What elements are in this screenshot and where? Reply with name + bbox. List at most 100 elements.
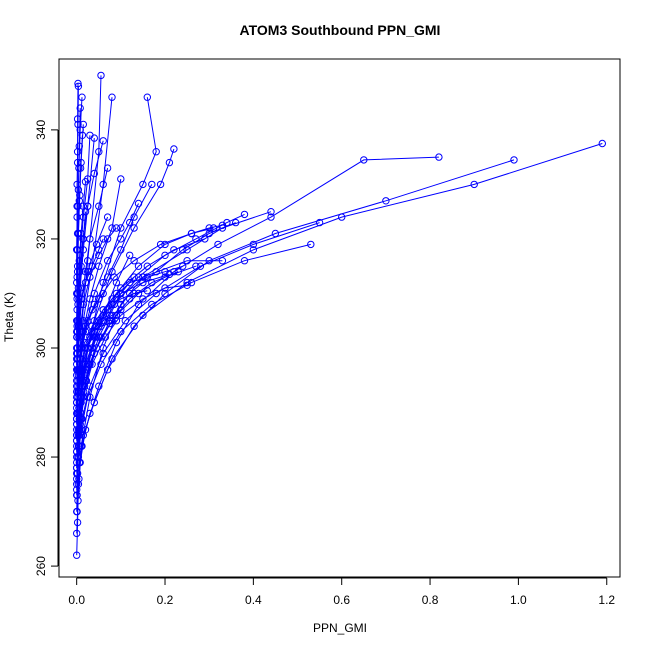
y-tick-label: 340 [34, 120, 48, 140]
series-line [76, 83, 79, 283]
data-point [435, 153, 443, 161]
series-42 [73, 79, 82, 287]
data-point [209, 224, 218, 232]
data-point [73, 349, 82, 358]
data-point [126, 278, 134, 287]
data-point [99, 235, 107, 243]
data-point [103, 235, 112, 243]
series-36 [73, 213, 112, 385]
data-point [97, 71, 105, 80]
data-point [74, 186, 83, 194]
data-point [75, 197, 84, 205]
data-point [73, 404, 81, 412]
data-point [108, 355, 116, 363]
data-point [196, 262, 205, 270]
series-43 [73, 178, 90, 363]
y-axis-label: Theta (K) [2, 292, 16, 342]
data-point [78, 131, 87, 140]
data-point [249, 246, 258, 254]
y-tick-label: 300 [34, 338, 48, 358]
data-point [510, 156, 518, 164]
data-point [97, 360, 105, 368]
data-point [99, 137, 107, 145]
data-point [187, 229, 196, 238]
data-point [73, 377, 81, 385]
data-point [134, 289, 143, 298]
chart-title: ATOM3 Southbound PPN_GMI [240, 22, 441, 38]
x-tick-label: 0.8 [422, 593, 439, 607]
data-point [126, 289, 134, 298]
data-point [84, 317, 92, 325]
data-point [97, 333, 105, 341]
data-point [103, 213, 112, 221]
data-point [139, 180, 147, 189]
data-point [74, 393, 82, 401]
data-point [73, 398, 81, 407]
data-point [130, 322, 138, 330]
y-axis: 260 280 300 320 340 [34, 120, 59, 576]
data-point [382, 197, 390, 205]
data-point [117, 224, 125, 232]
data-point [95, 148, 103, 156]
series-line [76, 181, 86, 359]
data-point [117, 175, 125, 183]
data-point [240, 210, 249, 219]
data-point [80, 338, 89, 347]
data-point [73, 464, 81, 472]
data-point [112, 289, 121, 298]
data-point [73, 213, 81, 221]
data-point [126, 251, 134, 260]
data-point [80, 344, 89, 352]
data-point [121, 317, 130, 325]
data-point [95, 251, 103, 260]
x-tick-label: 0.4 [245, 593, 262, 607]
data-point [88, 322, 96, 330]
data-point [73, 529, 81, 538]
data-point [214, 240, 222, 249]
data-point [183, 257, 191, 265]
data-point [192, 262, 200, 270]
data-point [156, 180, 165, 189]
data-point [165, 158, 174, 167]
data-point [86, 295, 94, 303]
series-layer [73, 71, 606, 559]
data-point [103, 257, 112, 265]
data-point [84, 268, 92, 276]
x-axis: 0.0 0.2 0.4 0.6 0.8 1.0 1.2 [68, 577, 615, 607]
data-point [130, 273, 138, 281]
y-tick-label: 320 [34, 229, 48, 249]
data-point [170, 246, 178, 254]
data-point [92, 240, 101, 249]
data-point [86, 360, 94, 368]
data-point [170, 145, 178, 153]
data-point [139, 295, 147, 303]
data-point [307, 240, 315, 249]
data-point [73, 115, 82, 123]
data-point [86, 131, 94, 140]
data-point [103, 366, 112, 374]
data-point [88, 262, 96, 270]
data-point [156, 240, 165, 249]
x-axis-label: PPN_GMI [313, 621, 367, 635]
plot-frame [58, 58, 621, 578]
data-point [130, 224, 138, 232]
data-point [73, 486, 81, 494]
data-point [81, 268, 90, 276]
data-point [179, 262, 187, 270]
data-point [152, 148, 160, 156]
data-point [79, 202, 88, 210]
data-point [99, 349, 107, 358]
data-point [95, 333, 103, 341]
data-point [79, 235, 87, 243]
data-point [74, 289, 82, 298]
data-point [95, 202, 103, 210]
data-point [143, 93, 152, 101]
data-point [240, 257, 249, 265]
series-line [76, 135, 83, 332]
data-point [267, 213, 275, 221]
data-point [74, 79, 82, 88]
x-tick-label: 1.0 [510, 593, 527, 607]
data-point [73, 295, 81, 303]
data-point [267, 208, 275, 216]
